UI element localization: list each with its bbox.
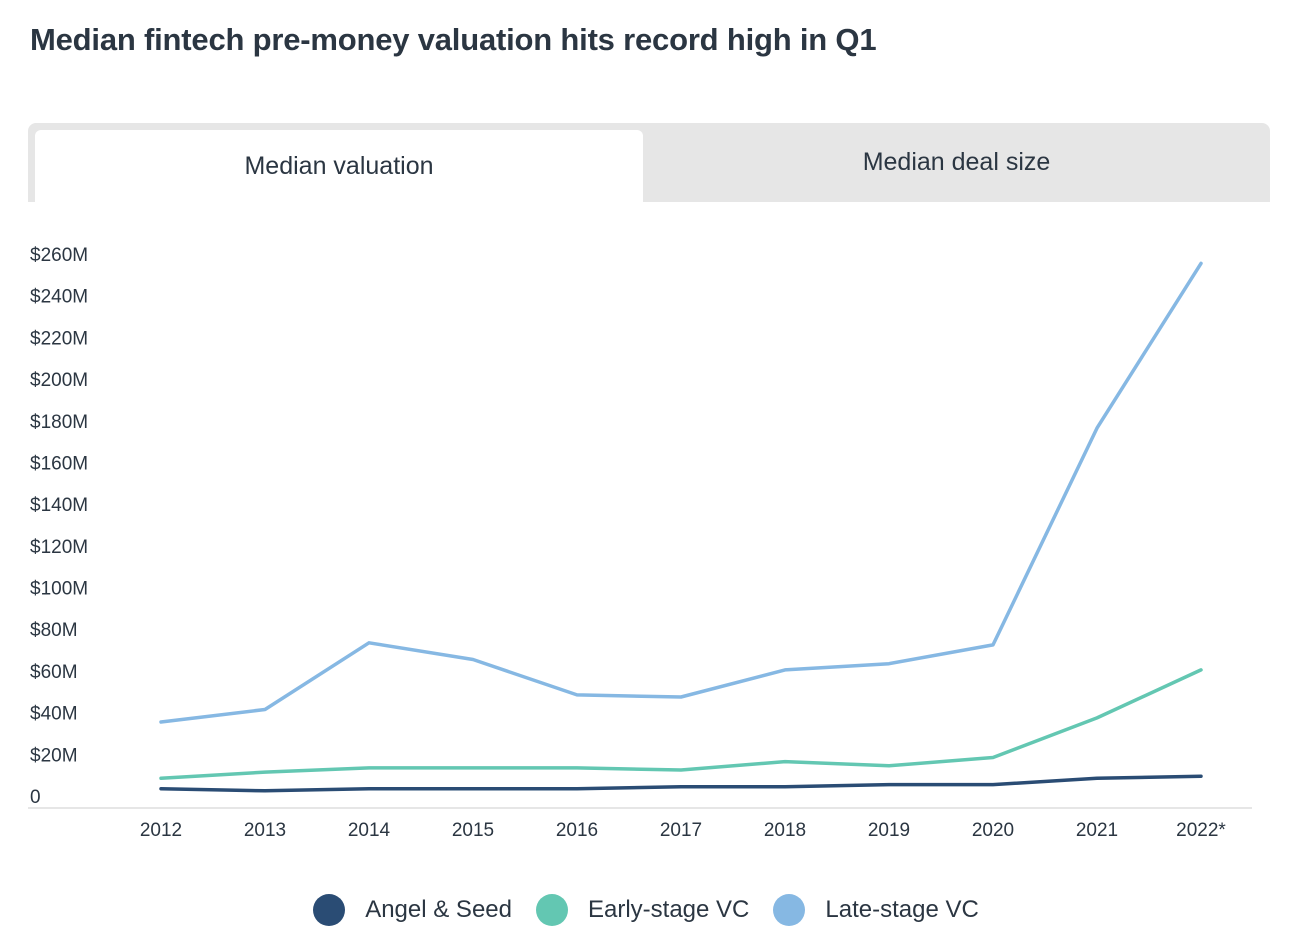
y-tick-label: $20M [30,745,78,766]
chart-legend: Angel & Seed Early-stage VC Late-stage V… [0,890,1292,930]
legend-item-angel-seed[interactable]: Angel & Seed [313,894,512,926]
early-stage-swatch [535,894,568,926]
chart-title: Median fintech pre-money valuation hits … [30,22,877,57]
angel-seed-swatch [313,894,346,926]
tab-median-deal-size[interactable]: Median deal size [862,148,1051,176]
series-line-late-stage-vc [159,261,1203,724]
x-tick-label: 2017 [660,820,702,841]
tab-bar: Median valuation Median deal size [28,123,1270,202]
y-tick-label: $180M [30,412,88,433]
y-tick-label: $100M [30,579,88,600]
x-tick-label: 2014 [348,820,391,841]
x-tick-label: 2019 [868,820,910,841]
y-tick-label: $220M [30,328,88,349]
x-tick-label: 2021 [1076,820,1118,841]
x-tick-label: 2022* [1176,820,1226,841]
y-tick-label: $160M [30,453,88,474]
y-tick-label: 0 [30,787,41,808]
late-stage-swatch [773,894,806,926]
x-tick-label: 2020 [972,820,1014,841]
y-tick-label: $260M [30,245,88,266]
y-tick-label: $240M [30,287,88,308]
x-tick-label: 2018 [764,820,806,841]
series-line-angel-seed [159,774,1203,793]
series-line-early-stage-vc [159,668,1203,781]
x-tick-label: 2013 [244,820,286,841]
x-tick-label: 2015 [452,820,494,841]
y-tick-label: $40M [30,704,78,725]
x-tick-label: 2012 [140,820,182,841]
line-chart: 0 $20M $40M $60M $80M $100M $120M $140M $160M $18… [28,245,1252,841]
legend-label: Angel & Seed [365,896,512,923]
legend-label: Early-stage VC [587,896,750,923]
y-tick-label: $120M [30,537,88,558]
y-tick-label: $200M [30,370,88,391]
y-tick-label: $80M [30,620,78,641]
y-tick-label: $140M [30,495,88,516]
y-tick-label: $60M [30,662,78,683]
legend-label: Late-stage VC [825,896,979,923]
legend-item-early-stage[interactable]: Early-stage VC [535,894,750,926]
legend-item-late-stage[interactable]: Late-stage VC [773,894,979,926]
x-tick-label: 2016 [556,820,598,841]
tab-median-valuation[interactable]: Median valuation [35,130,643,202]
